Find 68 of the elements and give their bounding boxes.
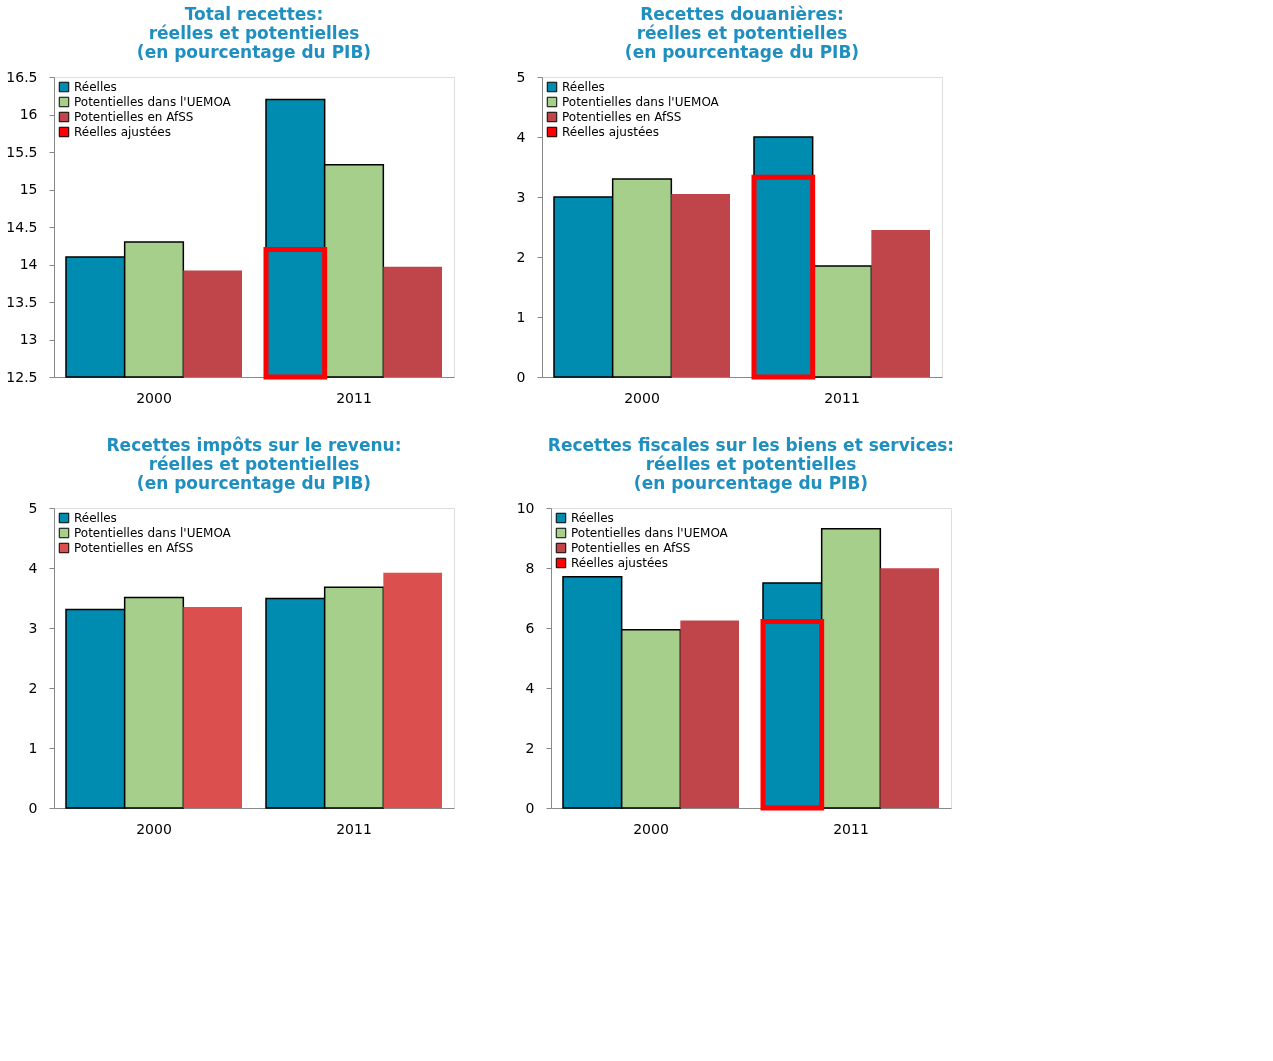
y-tick-label: 2 [525, 739, 535, 756]
legend-label: Réelles [74, 511, 117, 525]
y-tick-label: 5 [28, 499, 38, 516]
x-tick-label: 2011 [833, 820, 869, 837]
bar [383, 572, 442, 808]
legend-label: Réelles [562, 80, 605, 94]
bar [671, 194, 730, 377]
legend-label: Potentielles dans l'UEMOA [74, 526, 232, 540]
legend-label: Réelles ajustées [74, 125, 171, 139]
y-tick-label: 6 [525, 619, 535, 636]
text: réelles et potentielles [148, 23, 360, 43]
y-tick-label: 2 [28, 679, 38, 696]
y-tick-label: 14 [19, 256, 38, 272]
legend-label: Potentielles en AfSS [571, 541, 691, 555]
y-tick-label: 1 [28, 739, 38, 756]
bar [871, 230, 930, 377]
x-tick-label: 2000 [633, 820, 669, 837]
y-tick-label: 1 [516, 308, 526, 325]
legend-label: Potentielles dans l'UEMOA [571, 526, 729, 540]
legend-label: Potentielles en AfSS [562, 110, 682, 124]
legend-label: Potentielles dans l'UEMOA [562, 95, 720, 109]
y-tick-label: 15.5 [6, 143, 38, 160]
y-tick-label: 4 [525, 679, 535, 696]
text: Recettes impôts sur le revenu: [106, 435, 402, 455]
text: (en pourcentage du PIB) [624, 42, 860, 62]
legend-label: Potentielles dans l'UEMOA [74, 95, 232, 109]
x-tick-label: 2000 [624, 389, 660, 406]
text: Total recettes: [184, 4, 324, 24]
y-tick-label: 8 [525, 559, 535, 576]
y-tick-label: 0 [516, 368, 526, 385]
bar [680, 620, 739, 808]
text: Recettes fiscales sur les biens et services: [547, 435, 955, 455]
text: réelles et potentielles [148, 454, 360, 474]
legend-label: Potentielles en AfSS [74, 110, 194, 124]
y-tick-label: 16 [19, 106, 38, 122]
y-tick-label: 3 [516, 188, 526, 205]
y-tick-label: 2 [516, 248, 526, 265]
text: (en pourcentage du PIB) [136, 473, 372, 493]
x-tick-label: 2011 [824, 389, 860, 406]
y-tick-label: 10 [516, 499, 535, 516]
legend-label: Réelles [571, 511, 614, 525]
y-tick-label: 13.5 [6, 293, 38, 310]
y-tick-label: 5 [516, 68, 526, 85]
legend-label: Potentielles en AfSS [74, 541, 194, 555]
legend-label: Réelles ajustées [562, 125, 659, 139]
y-tick-label: 14.5 [6, 218, 38, 235]
x-tick-label: 2000 [136, 389, 172, 406]
text: réelles et potentielles [645, 454, 857, 474]
text: réelles et potentielles [636, 23, 848, 43]
y-tick-label: 0 [28, 799, 38, 816]
y-tick-label: 4 [28, 559, 38, 576]
y-tick-label: 4 [516, 128, 526, 145]
y-tick-label: 3 [28, 619, 38, 636]
bar [880, 568, 939, 808]
x-tick-label: 2011 [336, 820, 372, 837]
y-tick-label: 15 [19, 181, 38, 197]
x-tick-label: 2011 [336, 389, 372, 406]
text: (en pourcentage du PIB) [136, 42, 372, 62]
x-tick-label: 2000 [136, 820, 172, 837]
text: (en pourcentage du PIB) [633, 473, 869, 493]
text: Recettes douanières: [640, 4, 844, 24]
legend-label: Réelles [74, 80, 117, 94]
legend-label: Réelles ajustées [571, 556, 668, 570]
y-tick-label: 0 [525, 799, 535, 816]
y-tick-label: 12.5 [6, 368, 38, 385]
bar [183, 607, 242, 808]
y-tick-label: 13 [19, 331, 38, 347]
y-tick-label: 16.5 [6, 68, 38, 85]
